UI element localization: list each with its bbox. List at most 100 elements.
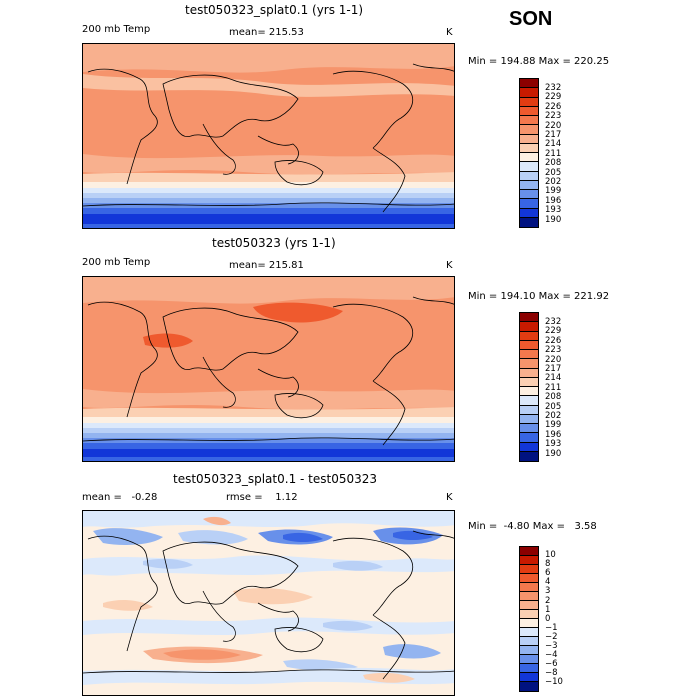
colorbar-label: 202 <box>545 411 562 421</box>
colorbar-label: −3 <box>545 641 558 651</box>
colorbar-swatch <box>520 574 538 583</box>
colorbar-swatch <box>520 162 538 172</box>
colorbar-label: 193 <box>545 205 562 216</box>
colorbar-swatch <box>520 424 538 434</box>
colorbar-label: 205 <box>545 167 562 178</box>
colorbar-label: 1 <box>545 604 551 615</box>
colorbar-swatch <box>520 583 538 592</box>
colorbar-label: 226 <box>545 335 562 346</box>
colorbar-label: 3 <box>545 586 551 597</box>
colorbar-swatch <box>520 88 538 98</box>
panel-3-map <box>82 510 455 696</box>
season-label: SON <box>509 8 553 30</box>
colorbar-swatch <box>520 664 538 673</box>
colorbar-label: 223 <box>545 345 562 356</box>
colorbar-label: 199 <box>545 420 562 431</box>
colorbar-swatch <box>520 387 538 397</box>
panel-2-map <box>82 276 455 462</box>
colorbar-label: 226 <box>545 101 562 112</box>
colorbar-label: 208 <box>545 158 562 169</box>
panel-3-title: test050323_splat0.1 - test050323 <box>173 472 378 486</box>
panel-2-mean-label: mean= 215.81 <box>229 260 304 271</box>
colorbar-swatch <box>520 451 538 461</box>
panel-1-variable-label: 200 mb Temp <box>82 24 151 35</box>
colorbar-label: 205 <box>545 401 562 412</box>
colorbar-swatch <box>520 619 538 628</box>
colorbar-swatch <box>520 601 538 610</box>
colorbar-swatch <box>520 414 538 424</box>
colorbar-label: 232 <box>545 317 562 327</box>
colorbar-swatch <box>520 610 538 619</box>
panel-3-rmse-label: rmse = 1.12 <box>226 492 298 503</box>
colorbar-swatch <box>520 350 538 360</box>
panel-3-coastlines <box>83 530 454 680</box>
colorbar-swatch <box>520 433 538 443</box>
colorbar-swatch <box>520 190 538 200</box>
panel-3-units: K <box>446 492 453 503</box>
colorbar-swatch <box>520 217 538 227</box>
panel-2-map-field <box>83 277 454 461</box>
panel-2-minmax: Min = 194.10 Max = 221.92 <box>468 291 610 302</box>
colorbar-label: 0 <box>545 613 551 624</box>
colorbar-swatch <box>520 396 538 406</box>
colorbar-label: 220 <box>545 120 562 131</box>
colorbar-swatch <box>520 116 538 126</box>
colorbar-swatch <box>520 340 538 350</box>
colorbar-label: −6 <box>545 659 558 670</box>
colorbar-swatch <box>520 673 538 682</box>
colorbar-swatch <box>520 556 538 565</box>
colorbar-swatch <box>520 547 538 556</box>
colorbar-label: 214 <box>545 139 562 150</box>
colorbar-label: 193 <box>545 439 562 450</box>
colorbar-swatch <box>520 592 538 601</box>
colorbar-label: 232 <box>545 83 562 93</box>
colorbar-label: 211 <box>545 382 562 393</box>
colorbar-label: 214 <box>545 373 562 384</box>
colorbar-swatch <box>520 331 538 341</box>
panel-1-units: K <box>446 27 453 38</box>
colorbar-swatch <box>520 322 538 332</box>
colorbar-label: −8 <box>545 668 558 679</box>
colorbar-label: −10 <box>545 677 563 688</box>
panel-2-units: K <box>446 260 453 271</box>
colorbar-label: 8 <box>545 559 551 570</box>
colorbar-label: 196 <box>545 195 562 206</box>
colorbar-label: 211 <box>545 148 562 159</box>
panel-2-title: test050323 (yrs 1-1) <box>212 236 336 250</box>
colorbar-swatch <box>520 377 538 387</box>
panel-1-map-field <box>83 44 454 228</box>
panel-3-minmax: Min = -4.80 Max = 3.58 <box>468 521 597 532</box>
panel-3-colorbar <box>519 546 539 692</box>
colorbar-swatch <box>520 171 538 181</box>
colorbar-swatch <box>520 180 538 190</box>
colorbar-swatch <box>520 79 538 89</box>
panel-2-colorbar <box>519 312 539 462</box>
panel-2-coastlines <box>83 296 454 446</box>
colorbar-label: −4 <box>545 650 558 661</box>
panel-3-mean-label: mean = -0.28 <box>82 492 158 503</box>
colorbar-swatch <box>520 655 538 664</box>
colorbar-swatch <box>520 565 538 574</box>
colorbar-swatch <box>520 628 538 637</box>
colorbar-swatch <box>520 646 538 655</box>
colorbar-swatch <box>520 208 538 218</box>
panel-1-title: test050323_splat0.1 (yrs 1-1) <box>185 3 364 17</box>
colorbar-label: 217 <box>545 130 562 140</box>
colorbar-label: 217 <box>545 364 562 374</box>
colorbar-label: −1 <box>545 622 558 633</box>
colorbar-swatch <box>520 359 538 369</box>
colorbar-swatch <box>520 682 538 691</box>
colorbar-label: 190 <box>545 214 562 225</box>
colorbar-label: 10 <box>545 550 556 560</box>
colorbar-label: 220 <box>545 354 562 365</box>
colorbar-label: 190 <box>545 448 562 459</box>
colorbar-label: 223 <box>545 111 562 122</box>
colorbar-swatch <box>520 442 538 452</box>
panel-2-variable-label: 200 mb Temp <box>82 257 151 268</box>
colorbar-swatch <box>520 405 538 415</box>
colorbar-swatch <box>520 97 538 107</box>
colorbar-label: 4 <box>545 577 551 588</box>
colorbar-swatch <box>520 313 538 323</box>
colorbar-swatch <box>520 153 538 163</box>
colorbar-swatch <box>520 134 538 144</box>
